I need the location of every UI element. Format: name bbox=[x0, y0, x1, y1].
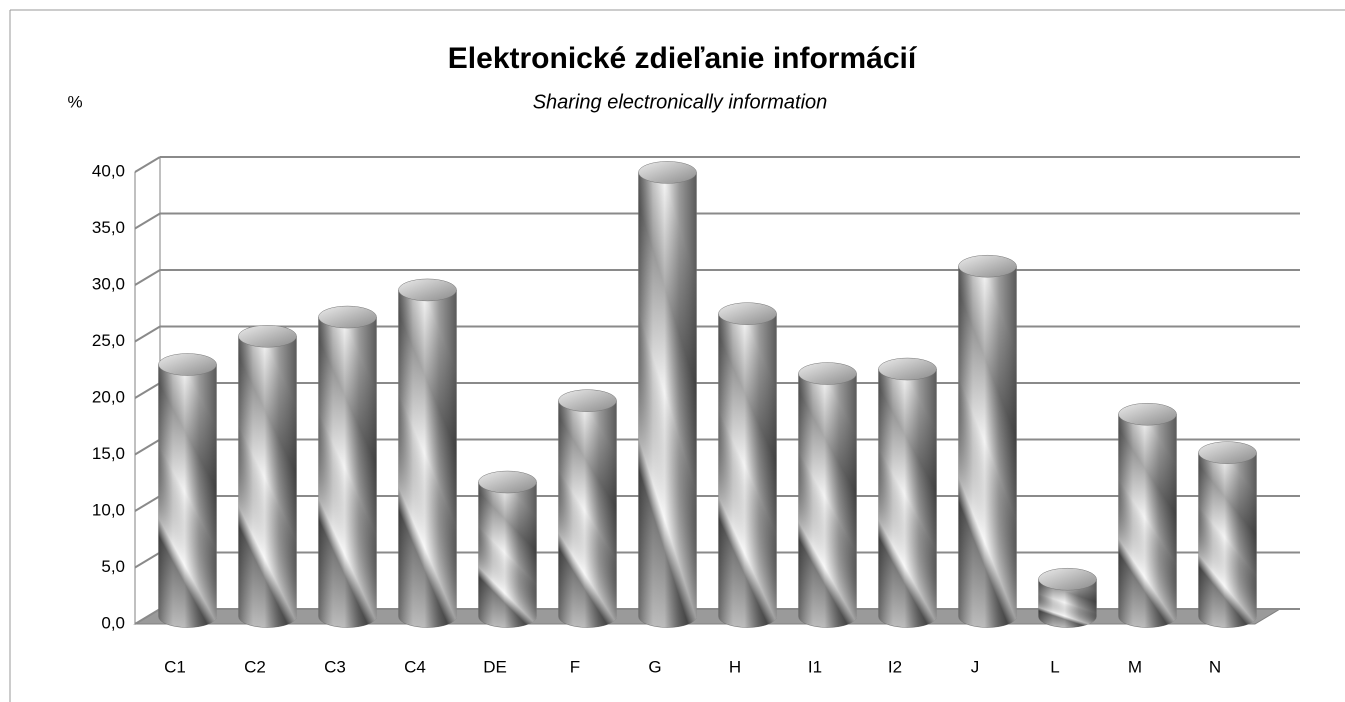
bar-top bbox=[318, 305, 377, 329]
y-tick-label: 5,0 bbox=[101, 557, 125, 576]
bar-top bbox=[398, 278, 457, 302]
grid-line-side bbox=[134, 438, 161, 456]
grid-line-side bbox=[134, 495, 161, 512]
y-axis-label: % bbox=[67, 92, 82, 111]
x-tick-label: I1 bbox=[808, 657, 822, 676]
grid-line-side bbox=[134, 325, 161, 343]
grid-line-side bbox=[134, 551, 161, 569]
x-tick-label: C1 bbox=[164, 657, 186, 676]
grid-line-side bbox=[134, 212, 161, 230]
y-tick-label: 10,0 bbox=[92, 500, 125, 519]
bar-top bbox=[798, 362, 857, 385]
y-tick-label: 30,0 bbox=[92, 274, 125, 293]
bar-top bbox=[718, 302, 777, 325]
y-tick-label: 25,0 bbox=[92, 331, 125, 350]
y-tick-label: 35,0 bbox=[92, 218, 125, 237]
chart-title: Elektronické zdieľanie informácií bbox=[448, 42, 918, 75]
bar-top bbox=[878, 357, 937, 381]
x-tick-label: G bbox=[648, 657, 661, 676]
bar-shade bbox=[158, 364, 217, 628]
y-tick-label: 20,0 bbox=[92, 387, 125, 406]
x-tick-label: M bbox=[1128, 657, 1142, 676]
x-tick-label: DE bbox=[483, 657, 507, 676]
bar-top bbox=[1198, 441, 1257, 464]
floor bbox=[133, 608, 1282, 625]
bar-top bbox=[158, 353, 217, 376]
bar-shade bbox=[878, 369, 937, 628]
bar-shade bbox=[238, 336, 297, 628]
bar-shade bbox=[638, 172, 697, 628]
x-tick-label: C2 bbox=[244, 657, 266, 676]
grid-line-side bbox=[134, 382, 161, 399]
chart-subtitle: Sharing electronically information bbox=[533, 91, 828, 113]
x-tick-label: C3 bbox=[324, 657, 346, 676]
bar-shade bbox=[1038, 579, 1097, 628]
y-tick-label: 40,0 bbox=[92, 161, 125, 180]
x-tick-label: I2 bbox=[888, 657, 902, 676]
x-tick-label: H bbox=[729, 657, 741, 676]
bar-shade bbox=[958, 266, 1017, 628]
bar-top bbox=[478, 470, 537, 494]
bar-shade bbox=[798, 373, 857, 628]
bar-top bbox=[558, 389, 617, 412]
bar-shade bbox=[1118, 414, 1177, 628]
grid-line-side bbox=[134, 269, 161, 286]
bar-shade bbox=[718, 313, 777, 628]
bar-shade bbox=[558, 400, 617, 628]
bar-shade bbox=[398, 289, 457, 628]
bar-top bbox=[638, 161, 697, 184]
x-tick-label: C4 bbox=[404, 657, 426, 676]
grid-line-side bbox=[134, 608, 161, 625]
x-tick-label: F bbox=[570, 657, 580, 676]
grid-line-side bbox=[134, 156, 161, 173]
bar-shade bbox=[478, 482, 537, 628]
bar-shade bbox=[1198, 452, 1257, 628]
y-tick-label: 15,0 bbox=[92, 444, 125, 463]
bar-top bbox=[238, 325, 297, 348]
bar-top bbox=[958, 254, 1017, 278]
bar-shade bbox=[318, 317, 377, 628]
bar-top bbox=[1038, 567, 1097, 591]
x-tick-label: N bbox=[1209, 657, 1221, 676]
x-tick-label: L bbox=[1050, 657, 1059, 676]
y-tick-label: 0,0 bbox=[101, 613, 125, 632]
bar-top bbox=[1118, 402, 1177, 426]
x-tick-label: J bbox=[971, 657, 980, 676]
